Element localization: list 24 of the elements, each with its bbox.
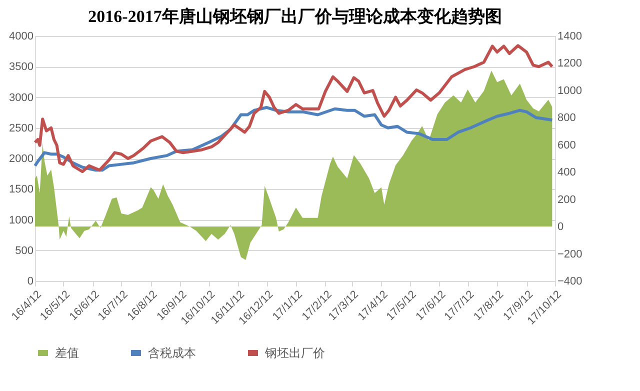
y-tick-label: 4000 <box>9 30 34 42</box>
legend-label: 含税成本 <box>148 346 196 360</box>
chart-title: 2016-2017年唐山钢坯钢厂出厂价与理论成本变化趋势图 <box>88 7 502 26</box>
y-tick-label: 1500 <box>9 184 34 196</box>
y2-tick-label: −400 <box>558 276 582 288</box>
y-tick-label: 3000 <box>9 92 34 104</box>
y2-tick-label: 0 <box>558 221 564 234</box>
y-tick-label: 0 <box>27 276 34 288</box>
y2-tick-label: 200 <box>558 194 576 206</box>
y2-tick-label: 600 <box>558 139 576 152</box>
y2-tick-label: 400 <box>558 166 576 179</box>
y2-tick-label: 1200 <box>558 58 582 70</box>
y-tick-label: 2000 <box>9 153 34 165</box>
y-tick-label: 2500 <box>9 122 34 134</box>
y2-tick-label: 800 <box>558 112 576 124</box>
legend-label: 差值 <box>55 346 79 360</box>
legend-label: 钢坯出厂价 <box>264 346 325 360</box>
y2-tick-label: 1000 <box>558 84 582 97</box>
y2-tick-label: 1400 <box>558 30 582 42</box>
y-tick-label: 3500 <box>9 61 34 74</box>
y2-tick-label: −200 <box>558 248 582 260</box>
line-series <box>34 44 554 174</box>
y-tick-label: 500 <box>15 244 34 257</box>
y-tick-label: 1000 <box>9 214 34 226</box>
